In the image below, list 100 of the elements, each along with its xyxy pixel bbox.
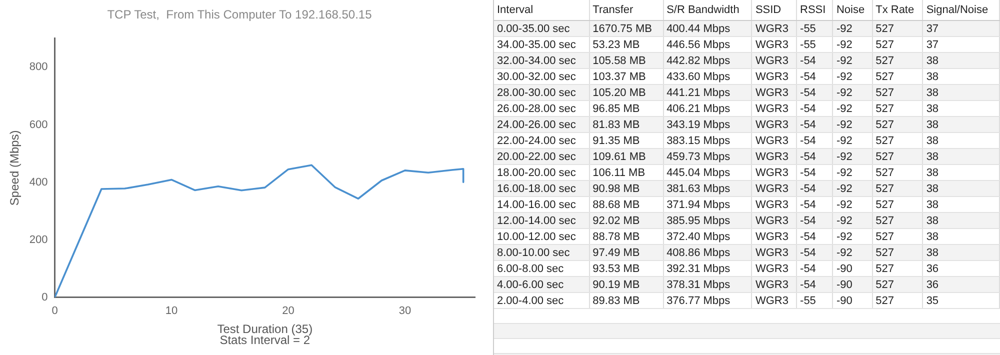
text: 38 [922,132,1000,148]
text: WGR3 [752,52,797,68]
text: 6.00-8.00 sec [494,260,590,276]
category-label: Noise [832,0,872,20]
text: WGR3 [752,244,797,260]
text: 38 [922,212,1000,228]
text: -90 [832,260,872,276]
text: 38 [922,244,1000,260]
text: 89.83 MB [589,292,664,308]
text: -54 [796,84,833,100]
text: WGR3 [752,164,797,180]
text: 12.00-14.00 sec [494,212,590,228]
text: 81.83 MB [589,116,664,132]
text: 24.00-26.00 sec [494,116,590,132]
text: 343.19 Mbps [663,116,752,132]
text: -54 [796,132,833,148]
text: 109.61 MB [589,148,664,164]
text: -54 [796,148,833,164]
text: -92 [832,244,872,260]
y-tick-label: 0 [42,291,48,304]
text: 527 [872,212,923,228]
text: -92 [832,196,872,212]
text: 372.40 Mbps [663,228,752,244]
text: 371.94 Mbps [663,196,752,212]
text: 527 [872,68,923,84]
text: 378.31 Mbps [663,276,752,292]
y-tick-label: 800 [29,61,48,74]
text: 34.00-35.00 sec [494,36,590,52]
text: 93.53 MB [589,260,664,276]
text: 91.35 MB [589,132,664,148]
text: -54 [796,228,833,244]
text: 38 [922,100,1000,116]
text: -92 [832,228,872,244]
y-tick-label: 400 [29,176,48,188]
text: 38 [922,68,1000,84]
text: 38 [922,228,1000,244]
category-label: Signal/Noise [922,0,1000,20]
text: 527 [872,100,923,116]
text: 0.00-35.00 sec [494,20,590,36]
text: 38 [922,164,1000,180]
text: 527 [872,292,923,308]
text: 385.95 Mbps [663,212,752,228]
text: 37 [922,20,1000,36]
text: -92 [832,132,872,148]
text: -92 [832,52,872,68]
text: 381.63 Mbps [663,180,752,196]
x-tick-label: 20 [282,305,294,318]
text: 90.19 MB [589,276,664,292]
text: 527 [872,132,923,148]
text: 527 [872,260,923,276]
text: 1670.75 MB [589,20,664,36]
text: -92 [832,68,872,84]
text: 527 [872,116,923,132]
text: 16.00-18.00 sec [494,180,590,196]
text: 22.00-24.00 sec [494,132,590,148]
text: WGR3 [752,20,797,36]
text: WGR3 [752,260,797,276]
text: -54 [796,100,833,116]
text: -54 [796,164,833,180]
text: -92 [832,148,872,164]
text: -92 [832,164,872,180]
text: 408.86 Mbps [663,244,752,260]
text: 459.73 Mbps [663,148,752,164]
text: 18.00-20.00 sec [494,164,590,180]
x-tick-label: 0 [52,305,58,318]
text: WGR3 [752,68,797,84]
text: WGR3 [752,36,797,52]
text: 26.00-28.00 sec [494,100,590,116]
text: 36 [922,260,1000,276]
text: 446.56 Mbps [663,36,752,52]
category-label: Tx Rate [872,0,923,20]
text: 20.00-22.00 sec [494,148,590,164]
text: 527 [872,276,923,292]
text: -92 [832,180,872,196]
text: -55 [796,36,833,52]
text: -54 [796,116,833,132]
text: 527 [872,84,923,100]
text: -92 [832,116,872,132]
text: 441.21 Mbps [663,84,752,100]
text: WGR3 [752,180,797,196]
text: 376.77 Mbps [663,292,752,308]
text: 527 [872,36,923,52]
text: -55 [796,292,833,308]
text: -92 [832,212,872,228]
text: -90 [832,276,872,292]
text: WGR3 [752,84,797,100]
text: WGR3 [752,228,797,244]
text: 38 [922,180,1000,196]
text: 527 [872,164,923,180]
text: WGR3 [752,196,797,212]
text: 30.00-32.00 sec [494,68,590,84]
text: -92 [832,84,872,100]
text: 527 [872,20,923,36]
text: WGR3 [752,276,797,292]
text: 106.11 MB [589,164,664,180]
text: WGR3 [752,100,797,116]
text: -92 [832,20,872,36]
text: 392.31 Mbps [663,260,752,276]
text: 2.00-4.00 sec [494,292,590,308]
text: 383.15 Mbps [663,132,752,148]
